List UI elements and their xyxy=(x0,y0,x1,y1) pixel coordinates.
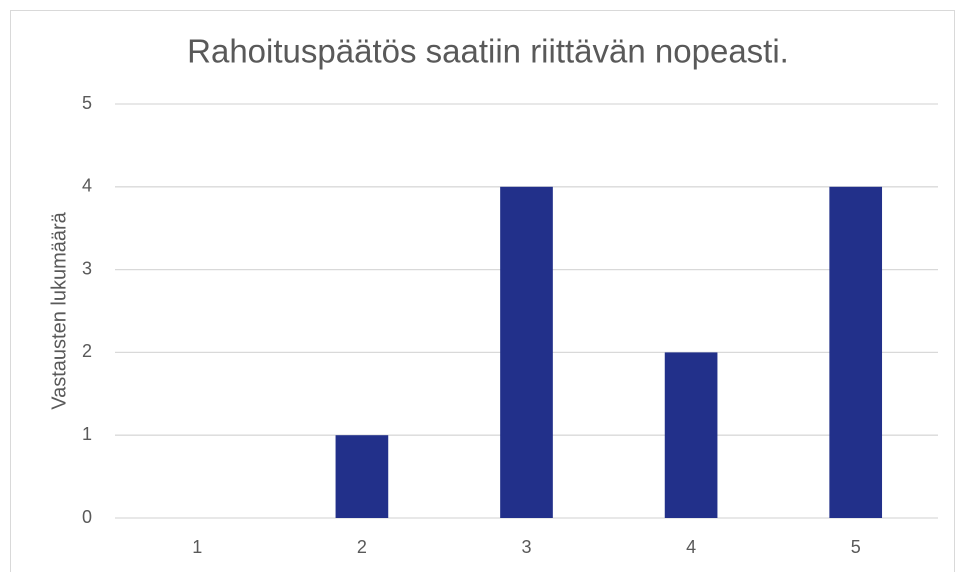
bar xyxy=(829,186,883,519)
bar xyxy=(500,186,553,519)
y-tick-label: 2 xyxy=(82,341,92,361)
x-tick-label: 1 xyxy=(192,537,202,557)
y-axis-label: Vastausten lukumäärä xyxy=(48,211,70,409)
y-tick-label: 1 xyxy=(82,424,92,444)
bar xyxy=(664,352,718,518)
y-tick-label: 5 xyxy=(82,93,92,113)
chart-title: Rahoituspäätös saatiin riittävän nopeast… xyxy=(187,33,789,70)
x-tick-label: 2 xyxy=(357,537,367,557)
x-tick-label: 4 xyxy=(686,537,696,557)
y-tick-label: 3 xyxy=(82,258,92,278)
chart-border xyxy=(10,10,955,572)
x-tick-label: 5 xyxy=(851,537,861,557)
y-tick-label: 4 xyxy=(82,176,92,196)
bar xyxy=(335,435,389,518)
x-tick-label: 3 xyxy=(521,537,531,557)
y-tick-label: 0 xyxy=(82,507,92,527)
